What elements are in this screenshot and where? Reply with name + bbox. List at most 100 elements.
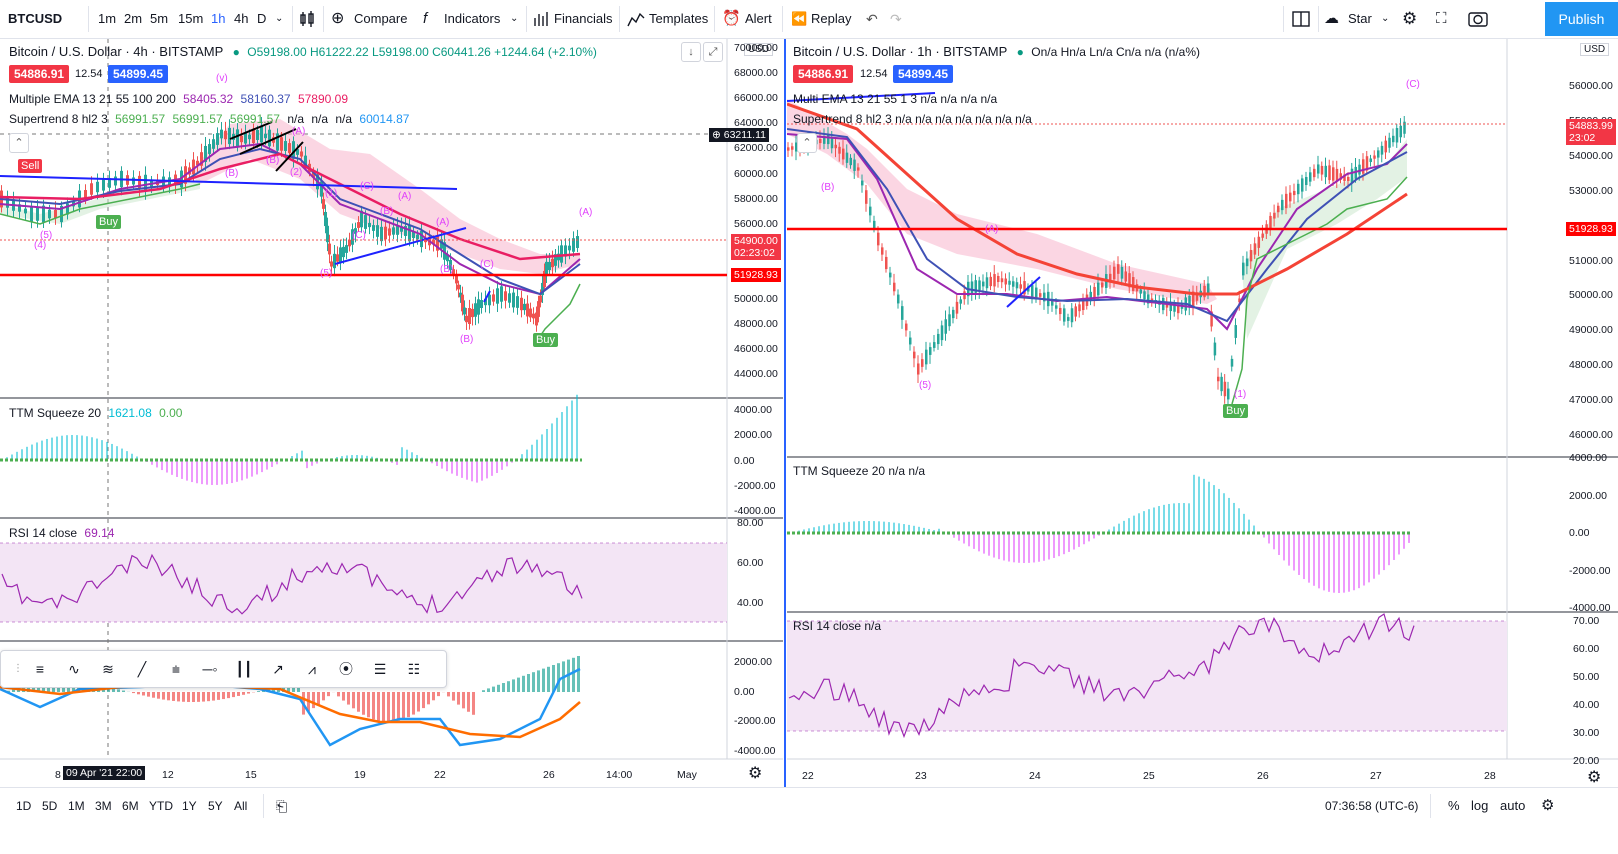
left-maximize-icon[interactable]: ⤢ <box>703 42 723 62</box>
templates-button[interactable]: Templates <box>649 11 709 26</box>
undo-icon[interactable]: ↶ <box>866 11 878 27</box>
channel-tool-icon[interactable]: ☰ <box>373 661 387 677</box>
replay-icon[interactable]: ⏪ <box>791 11 808 26</box>
log-scale-toggle[interactable]: log <box>1471 798 1489 813</box>
auto-scale-toggle[interactable]: auto <box>1500 798 1526 813</box>
alert-clock-icon[interactable]: ⏰ <box>722 10 741 27</box>
percent-scale-toggle[interactable]: % <box>1448 798 1460 813</box>
candle-body <box>853 159 856 171</box>
drag-handle-icon[interactable]: ⋮ <box>13 663 23 674</box>
left-supertrend-legend[interactable]: Supertrend 8 hl2 3 56991.57 56991.57 569… <box>9 112 409 126</box>
range-1m[interactable]: 1M <box>68 799 85 813</box>
range-ytd[interactable]: YTD <box>149 799 173 813</box>
camera-icon[interactable] <box>1468 0 1488 38</box>
bar-style-icon[interactable] <box>298 0 316 38</box>
range-5y[interactable]: 5Y <box>208 799 223 813</box>
right-rsi-legend[interactable]: RSI 14 close n/a <box>793 619 882 633</box>
range-3m[interactable]: 3M <box>95 799 112 813</box>
divider <box>526 6 527 32</box>
compare-plus-icon[interactable]: ⊕ <box>331 10 345 27</box>
range-1d[interactable]: 1D <box>16 799 32 813</box>
right-time-axis-settings-icon[interactable]: ⚙ <box>1587 769 1602 786</box>
indicators-fx-icon[interactable]: f <box>423 10 428 27</box>
elliott-wave-12345-icon[interactable]: ∿ <box>68 661 80 677</box>
fullscreen-icon[interactable]: ⛶ <box>1436 10 1447 27</box>
layout-dropdown-icon[interactable]: ⌄ <box>1381 13 1390 24</box>
publish-button[interactable]: Publish <box>1545 2 1618 36</box>
goto-date-icon[interactable]: ⎗ <box>276 798 288 814</box>
bottom-settings-gear-icon[interactable]: ⚙ <box>1541 797 1555 814</box>
cloud-icon[interactable]: ☁ <box>1324 10 1339 27</box>
interval-2m[interactable]: 2m <box>124 11 143 26</box>
ray-tool-icon[interactable]: ↗ <box>272 661 284 677</box>
left-ttm-legend[interactable]: TTM Squeeze 20 1621.08 0.00 <box>9 406 182 420</box>
left-chart-pane[interactable]: (v) (A) (B) (C) (A) (B) (C) (A) (B) (C) (A) (B) (5)(… <box>0 39 783 787</box>
left-chart-title[interactable]: Bitcoin / U.S. Dollar · 4h · BITSTAMP ● … <box>9 44 597 59</box>
trend-line-tool-icon[interactable]: ╱ <box>137 661 147 677</box>
redo-icon[interactable]: ↷ <box>890 11 902 27</box>
templates-icon[interactable] <box>627 0 645 38</box>
left-rsi-legend[interactable]: RSI 14 close 69.14 <box>9 526 114 540</box>
right-currency-label[interactable]: USD <box>1580 43 1610 56</box>
candle-body <box>457 284 460 290</box>
right-ttm-legend[interactable]: TTM Squeeze 20 n/a n/a <box>793 464 926 478</box>
rsi-tick-label: 30.00 <box>1573 727 1600 739</box>
candle-body <box>985 277 989 289</box>
macd-histogram-bar <box>492 686 495 692</box>
ttm-tick-label: -4000.00 <box>1569 602 1611 614</box>
compare-button[interactable]: Compare <box>354 11 408 26</box>
right-sell-button[interactable]: 54886.91 <box>793 65 854 83</box>
financials-button[interactable]: Financials <box>554 11 613 26</box>
interval-dropdown-icon[interactable]: ⌄ <box>275 13 284 24</box>
candle-body <box>1350 168 1354 184</box>
wave-label: (A) <box>436 217 449 228</box>
parallel-tool-icon[interactable]: ☷ <box>407 661 421 677</box>
interval-1m[interactable]: 1m <box>98 11 117 26</box>
candle-body <box>512 292 515 308</box>
range-all[interactable]: All <box>234 799 248 813</box>
interval-4h[interactable]: 4h <box>234 11 249 26</box>
right-ema-legend[interactable]: Multi EMA 13 21 55 1 3 n/a n/a n/a n/a <box>793 92 998 106</box>
indicators-button[interactable]: Indicators <box>444 11 501 26</box>
interval-5m[interactable]: 5m <box>150 11 169 26</box>
left-sell-button[interactable]: 54886.91 <box>9 65 70 83</box>
range-1y[interactable]: 1Y <box>182 799 197 813</box>
range-5d[interactable]: 5D <box>42 799 58 813</box>
right-chart-canvas[interactable]: (5) (B) (A) (1) (C) <box>787 39 1618 787</box>
layout-icon[interactable] <box>1292 0 1310 38</box>
pattern-tool-icon[interactable]: ⩘ <box>308 661 316 677</box>
range-6m[interactable]: 6M <box>122 799 139 813</box>
candle-body <box>857 167 860 171</box>
settings-gear-icon[interactable]: ⚙ <box>1402 9 1418 28</box>
right-chart-pane[interactable]: (5) (B) (A) (1) (C) Bitcoin / U.S. Dollar · … <box>787 39 1618 787</box>
financials-icon[interactable] <box>533 0 549 38</box>
chart-split-divider[interactable] <box>784 39 786 787</box>
replay-button[interactable]: Replay <box>811 11 852 26</box>
interval-d[interactable]: D <box>257 11 267 26</box>
right-chart-title[interactable]: Bitcoin / U.S. Dollar · 1h · BITSTAMP ● … <box>793 44 1200 59</box>
interval-15m[interactable]: 15m <box>178 11 204 26</box>
horizontal-lines-tool-icon[interactable]: ≡ <box>35 661 45 677</box>
left-currency-label[interactable]: USD <box>744 43 774 56</box>
indicators-dropdown-icon[interactable]: ⌄ <box>510 13 519 24</box>
alert-button[interactable]: Alert <box>745 11 772 26</box>
star-layout-name[interactable]: Star <box>1348 11 1372 26</box>
vertical-lines-tool-icon[interactable]: ┃┃ <box>235 661 253 677</box>
ttm-tick-label: 0.00 <box>1569 527 1590 539</box>
spiral-tool-icon[interactable]: ⦿ <box>339 661 353 677</box>
horizontal-ray-icon[interactable]: ─◦ <box>202 661 218 677</box>
right-supertrend-legend[interactable]: Supertrend 8 hl2 3 n/a n/a n/a n/a n/a n… <box>793 112 1032 126</box>
collapse-legend-icon[interactable]: ⌃ <box>797 133 817 153</box>
left-time-axis-settings-icon[interactable]: ⚙ <box>748 765 763 782</box>
left-chart-canvas[interactable]: (v)(A)(B)(C)(A)(B)(C)(A)(B) (C)(A)(B)(5)(… <box>0 39 783 787</box>
clock-display[interactable]: 07:36:58 (UTC-6) <box>1325 799 1419 813</box>
left-scroll-down-icon[interactable]: ↓ <box>681 42 701 62</box>
symbol-search[interactable]: BTCUSD <box>8 11 63 26</box>
interval-1h[interactable]: 1h <box>211 11 226 26</box>
right-buy-button[interactable]: 54899.45 <box>893 65 954 83</box>
left-ema-legend[interactable]: Multiple EMA 13 21 55 100 200 58405.32 5… <box>9 92 348 106</box>
fib-retracement-icon[interactable]: ⩧ <box>171 661 181 677</box>
left-buy-button[interactable]: 54899.45 <box>108 65 169 83</box>
elliott-wave-abc-icon[interactable]: ≋ <box>102 661 114 677</box>
collapse-legend-icon[interactable]: ⌃ <box>9 133 29 153</box>
